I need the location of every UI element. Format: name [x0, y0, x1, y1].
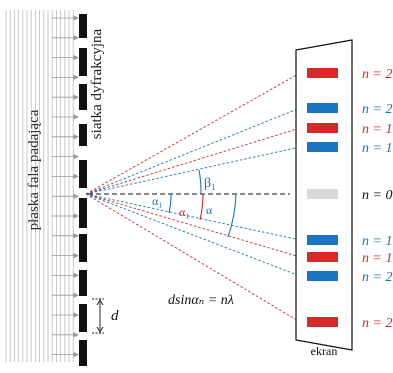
grating-slat	[79, 234, 87, 262]
incident-arrow-head	[73, 173, 79, 180]
diffracted-ray	[85, 193, 301, 258]
order-label: n = 1	[362, 122, 392, 137]
diffracted-rays	[85, 72, 301, 323]
fringe-blue	[307, 235, 338, 245]
alpha-blue-2-arc	[227, 193, 237, 238]
incident-arrow-head	[73, 54, 79, 61]
diffracted-ray	[85, 72, 301, 195]
alpha-red-arc	[199, 193, 204, 221]
grating-slat	[79, 340, 87, 366]
alpha-red-label: α₁	[179, 205, 189, 219]
grating-slat	[79, 304, 87, 332]
diffracted-ray	[85, 193, 301, 323]
fringe-gray	[307, 189, 338, 199]
grating-slat	[79, 270, 87, 296]
grating-slat	[79, 124, 87, 146]
fringe-red	[307, 68, 338, 78]
grating-slat	[79, 84, 87, 110]
grating-slat	[79, 14, 87, 38]
slit-spacing-marker	[92, 298, 104, 334]
fringe-blue	[307, 103, 338, 113]
slit-spacing-label: d	[111, 308, 119, 324]
incident-arrow-head	[73, 94, 79, 100]
diffracted-ray	[85, 193, 301, 277]
grating-slat	[79, 48, 87, 76]
order-label: n = 2	[362, 102, 392, 117]
incident-arrow-head	[73, 213, 79, 219]
diffraction-grating	[79, 14, 87, 366]
beta-arc	[198, 169, 202, 195]
incident-arrows	[52, 15, 79, 358]
incident-arrow-head	[73, 292, 79, 298]
fringe-red	[307, 317, 338, 327]
incident-arrow-head	[73, 272, 79, 279]
incident-arrow-head	[73, 233, 79, 239]
fringe-blue	[307, 142, 338, 152]
incident-wavefronts	[5, 10, 74, 362]
order-label: n = 1	[362, 234, 392, 249]
incident-arrow-head	[73, 332, 79, 338]
order-label: n = 1	[362, 141, 392, 156]
order-label: n = 2	[362, 270, 392, 285]
grating-slat	[79, 160, 87, 188]
order-label: n = 0	[362, 188, 392, 203]
incident-arrow-head	[73, 153, 79, 160]
incident-arrow-head	[73, 312, 79, 318]
grating-label: siatka dyfrakcyjna	[89, 28, 105, 139]
incident-wave-label: płaska fala padająca	[26, 109, 42, 230]
diffracted-ray	[85, 107, 301, 195]
incident-arrow-head	[73, 134, 79, 140]
incident-arrow-head	[73, 114, 79, 120]
alpha-blue-label: α₁	[152, 194, 162, 208]
incident-arrow-head	[73, 15, 79, 21]
order-label: n = 2	[362, 67, 392, 82]
order-labels: n = 2 n = 2 n = 1 n = 1 n = 0 n = 1 n = 1 n = 2…	[362, 67, 392, 331]
alpha-blue-arc	[168, 193, 172, 214]
grating-slat	[79, 198, 87, 228]
order-label: n = 2	[362, 316, 392, 331]
fringe-red	[307, 252, 338, 262]
order-label: n = 1	[362, 251, 392, 266]
fringe-red	[307, 123, 338, 133]
incident-arrow-head	[73, 35, 79, 41]
alpha-blue-2-label: α	[206, 203, 213, 217]
grating-equation: dsinαₙ = nλ	[168, 293, 234, 308]
diffracted-ray	[85, 193, 301, 241]
incident-arrow-head	[73, 74, 79, 81]
incident-arrow-head	[73, 351, 79, 358]
fringe-blue	[307, 271, 338, 281]
screen-fringes	[307, 68, 338, 327]
diffracted-ray	[85, 146, 301, 195]
beta-label: β₁	[204, 176, 216, 191]
diffracted-ray	[85, 127, 301, 195]
screen-label: ekran	[311, 344, 338, 358]
incident-arrow-head	[73, 193, 79, 199]
incident-arrow-head	[73, 252, 79, 259]
